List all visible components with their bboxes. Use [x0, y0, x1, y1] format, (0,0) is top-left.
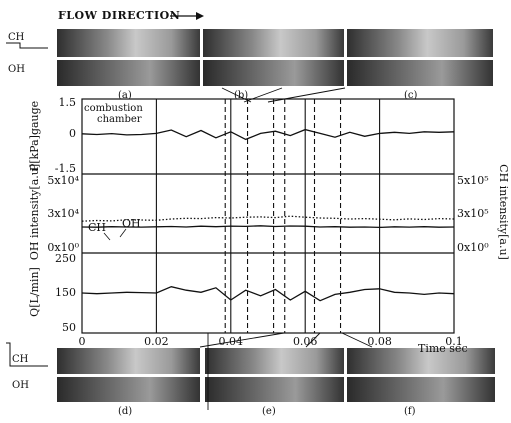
x-tick-label: 0.08 — [367, 335, 392, 348]
burner-outline-icon-bottom — [6, 342, 48, 367]
ch-series-line — [81, 225, 455, 229]
flame-image-d-oh — [57, 377, 200, 402]
flow-ytick-bottom: 50 — [62, 321, 76, 334]
flow-ytick-mid: 150 — [55, 286, 76, 299]
chart-frame — [81, 98, 455, 334]
flame-image-a-oh — [57, 60, 200, 86]
ch-intensity-ylabel: CH intensity[a.u] — [497, 164, 510, 260]
oh-series-line — [81, 215, 455, 222]
top-image-strips: CH OH (a) (b) (c) — [6, 29, 493, 101]
burner-outline-icon — [6, 42, 48, 49]
oh-ytick-mid: 3x10⁴ — [47, 207, 79, 220]
x-tick-label: 0.1 — [445, 335, 463, 348]
pressure-ytick-bottom: -1.5 — [55, 162, 76, 175]
panel-label-b: (b) — [234, 90, 248, 101]
flame-image-c-oh — [347, 60, 493, 86]
combustion-chamber-label: combustion chamber — [84, 103, 146, 125]
vertical-gridlines — [155, 99, 381, 333]
pressure-ylabel: P[kPa]gauge — [28, 101, 41, 171]
x-tick-label: 0.04 — [219, 335, 244, 348]
x-tick-label: 0.06 — [293, 335, 318, 348]
flow-series-line — [81, 286, 455, 302]
panel-label-d: (d) — [118, 406, 132, 417]
flow-arrow-icon — [170, 12, 204, 20]
flame-image-b-oh — [203, 60, 344, 86]
flame-image-e-oh — [205, 377, 344, 402]
flame-image-b-ch — [203, 29, 344, 57]
flow-ytick-top: 250 — [55, 252, 76, 265]
x-tick-label: 0 — [79, 335, 86, 348]
oh-ytick-top: 5x10⁴ — [47, 174, 79, 187]
flame-image-e-ch — [205, 348, 344, 374]
panel-label-f: (f) — [404, 406, 416, 417]
bottom-image-strips: CH OH (d) (e) (f) — [6, 342, 495, 417]
panel-label-a: (a) — [118, 90, 132, 101]
x-tick-label: 0.02 — [144, 335, 169, 348]
oh-ytick-bottom: 0x10⁰ — [47, 241, 79, 254]
x-axis-label: Time sec — [418, 342, 468, 355]
ch-ytick-bottom: 0x10⁰ — [457, 241, 489, 254]
pressure-ytick-top: 1.5 — [59, 96, 77, 109]
pressure-ytick-mid: 0 — [69, 127, 76, 140]
flow-ylabel: Q[L/min] — [28, 267, 41, 317]
flame-image-f-oh — [347, 377, 495, 402]
flame-image-c-ch — [347, 29, 493, 57]
row-label-ch-top: CH — [8, 32, 25, 43]
flow-direction-label: FLOW DIRECTION — [58, 9, 180, 22]
flame-image-d-ch — [57, 348, 200, 374]
legend-oh-leader — [119, 228, 127, 238]
ch-ytick-top: 5x10⁵ — [457, 174, 489, 187]
row-label-ch-bottom: CH — [12, 354, 29, 365]
legend-oh-label: OH — [122, 217, 141, 230]
legend-ch-leader — [103, 232, 111, 241]
x-tick-labels: 0 0.02 0.04 0.06 0.08 0.1 — [79, 335, 463, 348]
panel-label-c: (c) — [404, 90, 418, 101]
event-markers — [224, 99, 342, 333]
pressure-series-line — [81, 128, 455, 141]
image-connector-lines — [199, 87, 373, 410]
flame-image-f-ch — [347, 348, 495, 374]
row-label-oh-bottom: OH — [12, 380, 29, 391]
flame-image-a-ch — [57, 29, 200, 57]
oh-intensity-ylabel: OH intensity[a.u] — [28, 164, 41, 260]
panel-label-e: (e) — [262, 406, 276, 417]
ch-ytick-mid: 3x10⁵ — [457, 207, 489, 220]
row-label-oh-top: OH — [8, 64, 25, 75]
